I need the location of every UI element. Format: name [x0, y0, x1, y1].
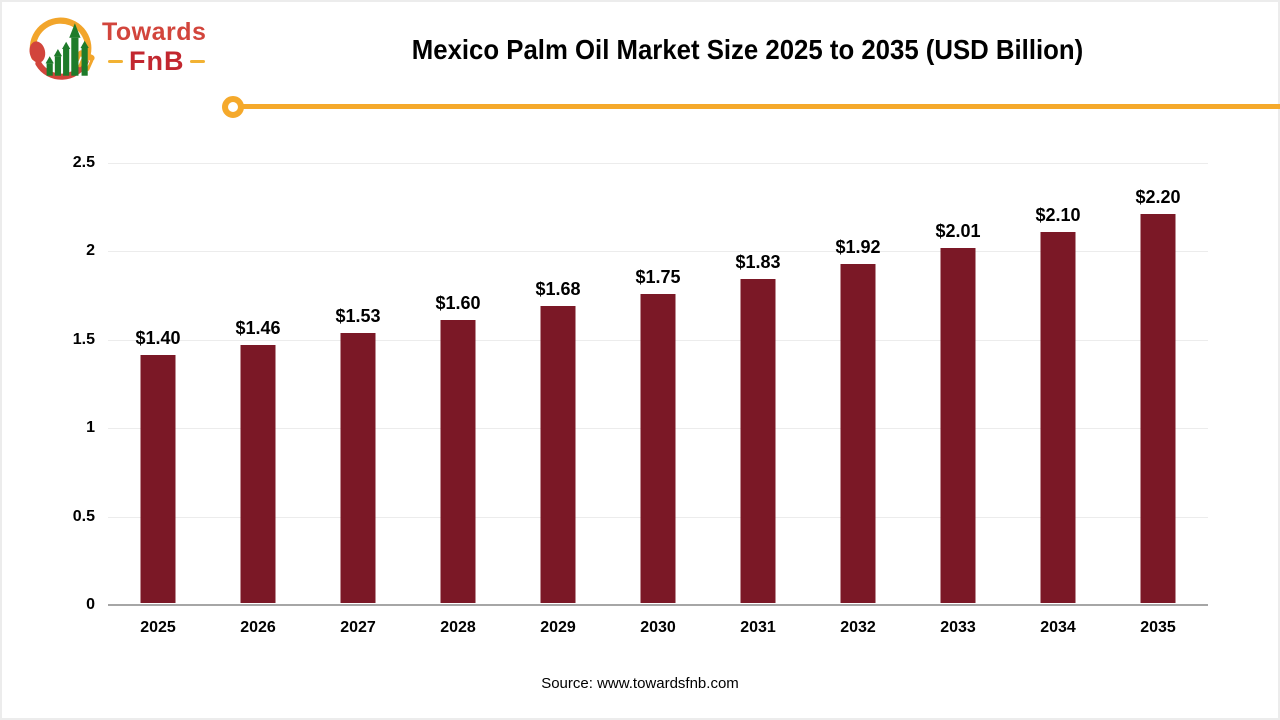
x-axis-tick-label: 2035 [1140, 619, 1176, 636]
divider-line [241, 104, 1280, 109]
chart-title: Mexico Palm Oil Market Size 2025 to 2035… [411, 34, 1084, 65]
bar-2030 [640, 293, 676, 603]
x-axis-tick-label: 2033 [940, 619, 976, 636]
bar-group-2032: $1.92 2032 [808, 163, 908, 636]
bar-2034 [1040, 231, 1076, 603]
bar-value-label: $1.60 [435, 293, 481, 314]
bar-value-label: $2.01 [935, 220, 981, 241]
logo-dash-right-icon [190, 60, 206, 63]
y-axis-tick-label: 1.5 [72, 330, 95, 348]
y-axis-tick-label: 0.5 [72, 507, 95, 525]
logo-brand-top: Towards [102, 18, 207, 46]
x-axis-tick-label: 2030 [640, 619, 676, 636]
source-text: Source: www.towardsfnb.com [541, 675, 739, 692]
towards-fnb-logo-icon [29, 17, 95, 80]
bar-2035 [1140, 214, 1176, 603]
gridline [108, 251, 1208, 253]
x-axis-tick-label: 2034 [1040, 619, 1076, 636]
bar-value-label: $1.46 [235, 317, 281, 338]
divider-ring-icon [222, 96, 244, 118]
bar-group-2027: $1.53 2027 [308, 163, 408, 637]
bar-group-2034: $2.10 2034 [1008, 163, 1108, 636]
bar-group-2031: $1.83 2031 [708, 163, 808, 636]
x-axis-tick-label: 2028 [440, 619, 476, 636]
x-axis-tick-label: 2026 [240, 619, 276, 636]
x-axis-line [108, 604, 1208, 606]
bar-group-2026: $1.46 2026 [208, 163, 308, 636]
bar-2029 [540, 305, 576, 603]
x-axis-tick-label: 2025 [140, 619, 176, 636]
towards-fnb-logo: Towards FnB [24, 12, 211, 86]
y-axis-tick-label: 2 [86, 242, 95, 260]
y-axis-tick-label: 0 [86, 596, 95, 613]
bar-group-2028: $1.60 2028 [408, 163, 508, 636]
bar-2033 [940, 247, 976, 603]
bar-2027 [340, 332, 376, 603]
bar-value-label: $2.20 [1135, 187, 1181, 208]
bar-value-label: $1.53 [335, 305, 381, 326]
bar-value-label: $1.68 [535, 278, 581, 299]
logo-brand-bottom: FnB [129, 46, 185, 76]
plot-area: 2.5 2 1.5 1 0.5 0 $1.40 2025 $1.46 2026 $1.53 2027 $… [73, 154, 1208, 637]
y-axis-tick-label: 1 [86, 419, 95, 437]
bar-group-2030: $1.75 2030 [608, 163, 708, 636]
bar-2031 [740, 279, 776, 603]
bar-value-label: $2.10 [1035, 204, 1081, 225]
logo-wordmark: Towards FnB [102, 12, 211, 75]
x-axis-tick-label: 2027 [340, 619, 376, 636]
bar-2026 [240, 344, 276, 603]
bar-2032 [840, 263, 876, 603]
bar-value-label: $1.75 [635, 266, 681, 287]
logo-dash-left-icon [108, 60, 123, 63]
bar-value-label: $1.40 [135, 328, 181, 349]
bar-group-2025: $1.40 2025 [108, 163, 208, 636]
gridline [108, 163, 1208, 164]
bar-2025 [140, 355, 176, 603]
bar-group-2033: $2.01 2033 [908, 163, 1008, 636]
bar-value-label: $1.83 [735, 252, 781, 273]
bar-2028 [440, 320, 476, 603]
y-axis-tick-label: 2.5 [72, 154, 95, 171]
bar-group-2035: $2.20 2035 [1108, 163, 1208, 636]
x-axis-tick-label: 2031 [740, 619, 776, 636]
bar-group-2029: $1.68 2029 [508, 163, 608, 636]
bar-value-label: $1.92 [835, 236, 881, 257]
x-axis-tick-label: 2032 [840, 619, 876, 636]
logo-brand-bottom-row: FnB [102, 48, 211, 75]
x-axis-tick-label: 2029 [540, 619, 576, 636]
